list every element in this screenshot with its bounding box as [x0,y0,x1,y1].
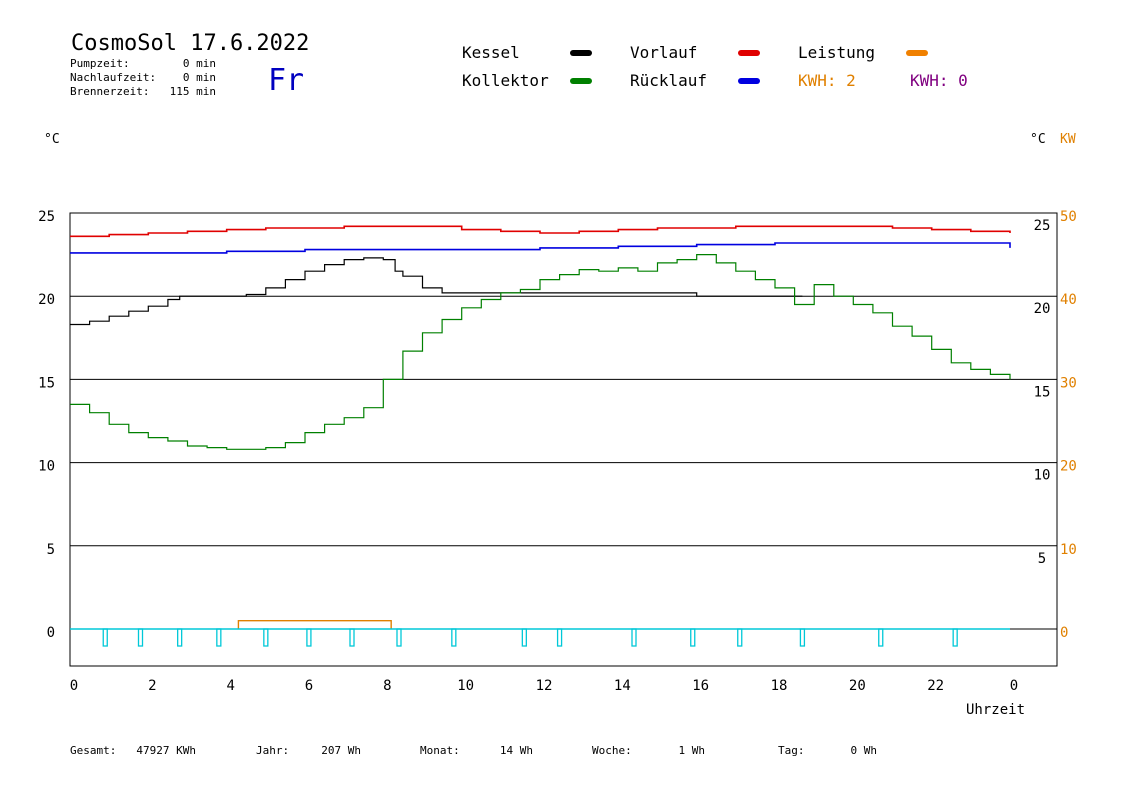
series-line [70,242,1011,254]
left-tick-label: 5 [47,542,55,558]
x-tick-label: 18 [771,678,788,694]
right-unit-c: °C [1030,132,1046,147]
legend-label: Vorlauf [630,43,697,62]
x-tick-label: 4 [226,678,234,694]
x-tick-label: 22 [927,678,944,694]
left-tick-label: 15 [38,375,55,391]
pump-marker [878,628,884,647]
footer-label: Jahr: [256,744,289,757]
pump-marker [631,628,637,647]
x-tick-label: 14 [614,678,631,694]
kwh-label: KWH: 0 [910,71,968,90]
x-tick-label: 6 [305,678,313,694]
right-tick-label-c: 5 [1038,551,1046,567]
right-tick-label-kw: 20 [1060,459,1077,475]
right-tick-label-kw: 10 [1060,542,1077,558]
kwh-label: KWH: 2 [798,71,856,90]
x-tick-label: 10 [457,678,474,694]
left-unit: °C [44,132,60,147]
stats-block: Pumpzeit: 0 min Nachlaufzeit: 0 min Brennerz… [70,57,216,98]
right-tick-label-c: 10 [1034,468,1051,484]
pump-marker [216,628,222,647]
chart-title: CosmoSol 17.6.2022 [71,31,309,56]
right-tick-label-kw: 0 [1060,625,1068,641]
legend: Kessel Vorlauf Leistung Kollektor Rücklauf KW… [462,43,968,90]
footer-totals: Gesamt: 47927 KWh Jahr: 207 Wh Monat: 14 Wh Wo… [70,744,877,757]
series-group [70,225,1011,629]
left-tick-label: 0 [47,625,55,641]
pump-marker [396,628,402,647]
legend-label: Leistung [798,43,875,62]
legend-label: Kollektor [462,71,549,90]
plot-frame [69,212,1058,667]
right-tick-label-c: 25 [1034,218,1051,234]
x-tick-label: 0 [1010,678,1018,694]
pump-marker [263,628,269,647]
weekday-label: Fr [268,63,304,98]
legend-label: Rücklauf [630,71,707,90]
footer-label: Tag: [778,744,805,757]
right-tick-label-kw: 50 [1060,209,1077,225]
stat-value: 0 min [183,57,216,70]
pump-marker [952,628,958,647]
footer-label: Gesamt: [70,744,116,757]
grid [70,295,1057,630]
footer-value: 0 Wh [851,744,878,757]
x-tick-label: 16 [692,678,709,694]
y-axis-ticks: 0 5 10 15 20 25 5 10 15 20 25 0 10 20 30 40 50 [38,209,1077,641]
footer-value: 14 Wh [500,744,533,757]
footer-value: 47927 KWh [136,744,196,757]
pump-marker [137,628,144,647]
x-tick-label: 20 [849,678,866,694]
x-tick-label: 8 [383,678,391,694]
right-tick-label-kw: 40 [1060,292,1077,308]
pump-marker [556,628,563,647]
right-tick-label-kw: 30 [1060,375,1077,391]
stat-label: Pumpzeit: [70,57,130,70]
stat-value: 115 min [170,85,216,98]
pump-marker [737,628,743,647]
pump-marker [177,628,183,647]
pump-marker [799,628,806,647]
x-tick-label: 12 [536,678,553,694]
left-tick-label: 20 [38,292,55,308]
footer-value: 1 Wh [679,744,706,757]
footer-label: Monat: [420,744,460,757]
pump-marker [306,628,312,647]
stat-value: 0 min [183,71,216,84]
pump-marker [451,628,457,647]
pump-marker [690,628,696,647]
right-tick-label-c: 20 [1034,301,1051,317]
series-line [70,254,1011,450]
stat-label: Brennerzeit: [70,85,149,98]
x-axis-ticks: 0 2 4 6 8 10 12 14 16 18 20 22 0 [70,678,1018,694]
x-tick-label: 2 [148,678,156,694]
x-axis-label: Uhrzeit [966,702,1025,718]
footer-label: Woche: [592,744,632,757]
pump-marker [102,628,108,647]
pump-marker [349,628,355,647]
series-line [70,225,1011,238]
left-tick-label: 10 [38,459,55,475]
legend-label: Kessel [462,43,520,62]
pump-markers [70,628,1057,647]
stat-label: Nachlaufzeit: [70,71,156,84]
leistung-line [237,619,392,629]
left-tick-label: 25 [38,209,55,225]
series-line [70,257,803,326]
right-unit-kw: KW [1060,132,1076,147]
right-tick-label-c: 15 [1034,384,1051,400]
x-tick-label: 0 [70,678,78,694]
pump-marker [521,628,527,647]
footer-value: 207 Wh [321,744,361,757]
